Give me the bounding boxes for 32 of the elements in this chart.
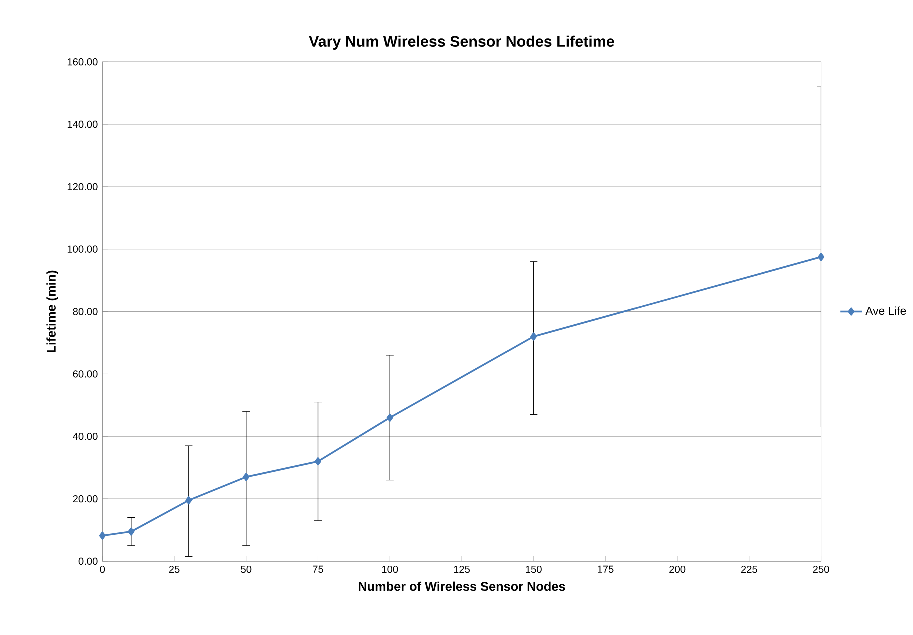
y-tick-label: 120.00: [68, 183, 98, 191]
x-tick-label: 75: [313, 566, 324, 574]
x-axis-title: Number of Wireless Sensor Nodes: [358, 582, 566, 592]
y-tick-label: 100.00: [68, 246, 98, 253]
chart-title: Vary Num Wireless Sensor Nodes Lifetime: [309, 36, 614, 50]
y-tick-label: 140.00: [68, 120, 98, 128]
y-tick-label: 0.00: [78, 558, 98, 566]
y-tick-label: 20.00: [73, 495, 98, 503]
y-tick-label: 60.00: [73, 370, 98, 378]
x-tick-label: 175: [598, 566, 614, 574]
point: [530, 332, 538, 341]
x-tick-label: 200: [670, 566, 686, 574]
x-tick-label: 100: [382, 566, 398, 574]
x-tick-label: 225: [741, 566, 758, 574]
point: [99, 532, 106, 540]
x-tick-label: 0: [100, 566, 106, 574]
point: [128, 528, 135, 536]
legend-label: Ave Life: [866, 306, 906, 316]
point: [818, 253, 825, 262]
x-tick-label: 150: [526, 566, 542, 574]
x-tick-label: 50: [241, 566, 252, 574]
point: [314, 458, 322, 466]
x-tick-label: 125: [454, 566, 470, 574]
point: [386, 414, 394, 422]
y-tick-label: 40.00: [73, 433, 98, 440]
point: [186, 496, 192, 505]
y-tick-label: 160.00: [68, 58, 98, 66]
x-tick-label: 250: [813, 566, 830, 574]
point: [243, 473, 250, 482]
y-axis-title: Lifetime (min): [46, 270, 58, 352]
x-tick-label: 25: [169, 566, 180, 574]
y-tick-label: 80.00: [73, 308, 98, 316]
